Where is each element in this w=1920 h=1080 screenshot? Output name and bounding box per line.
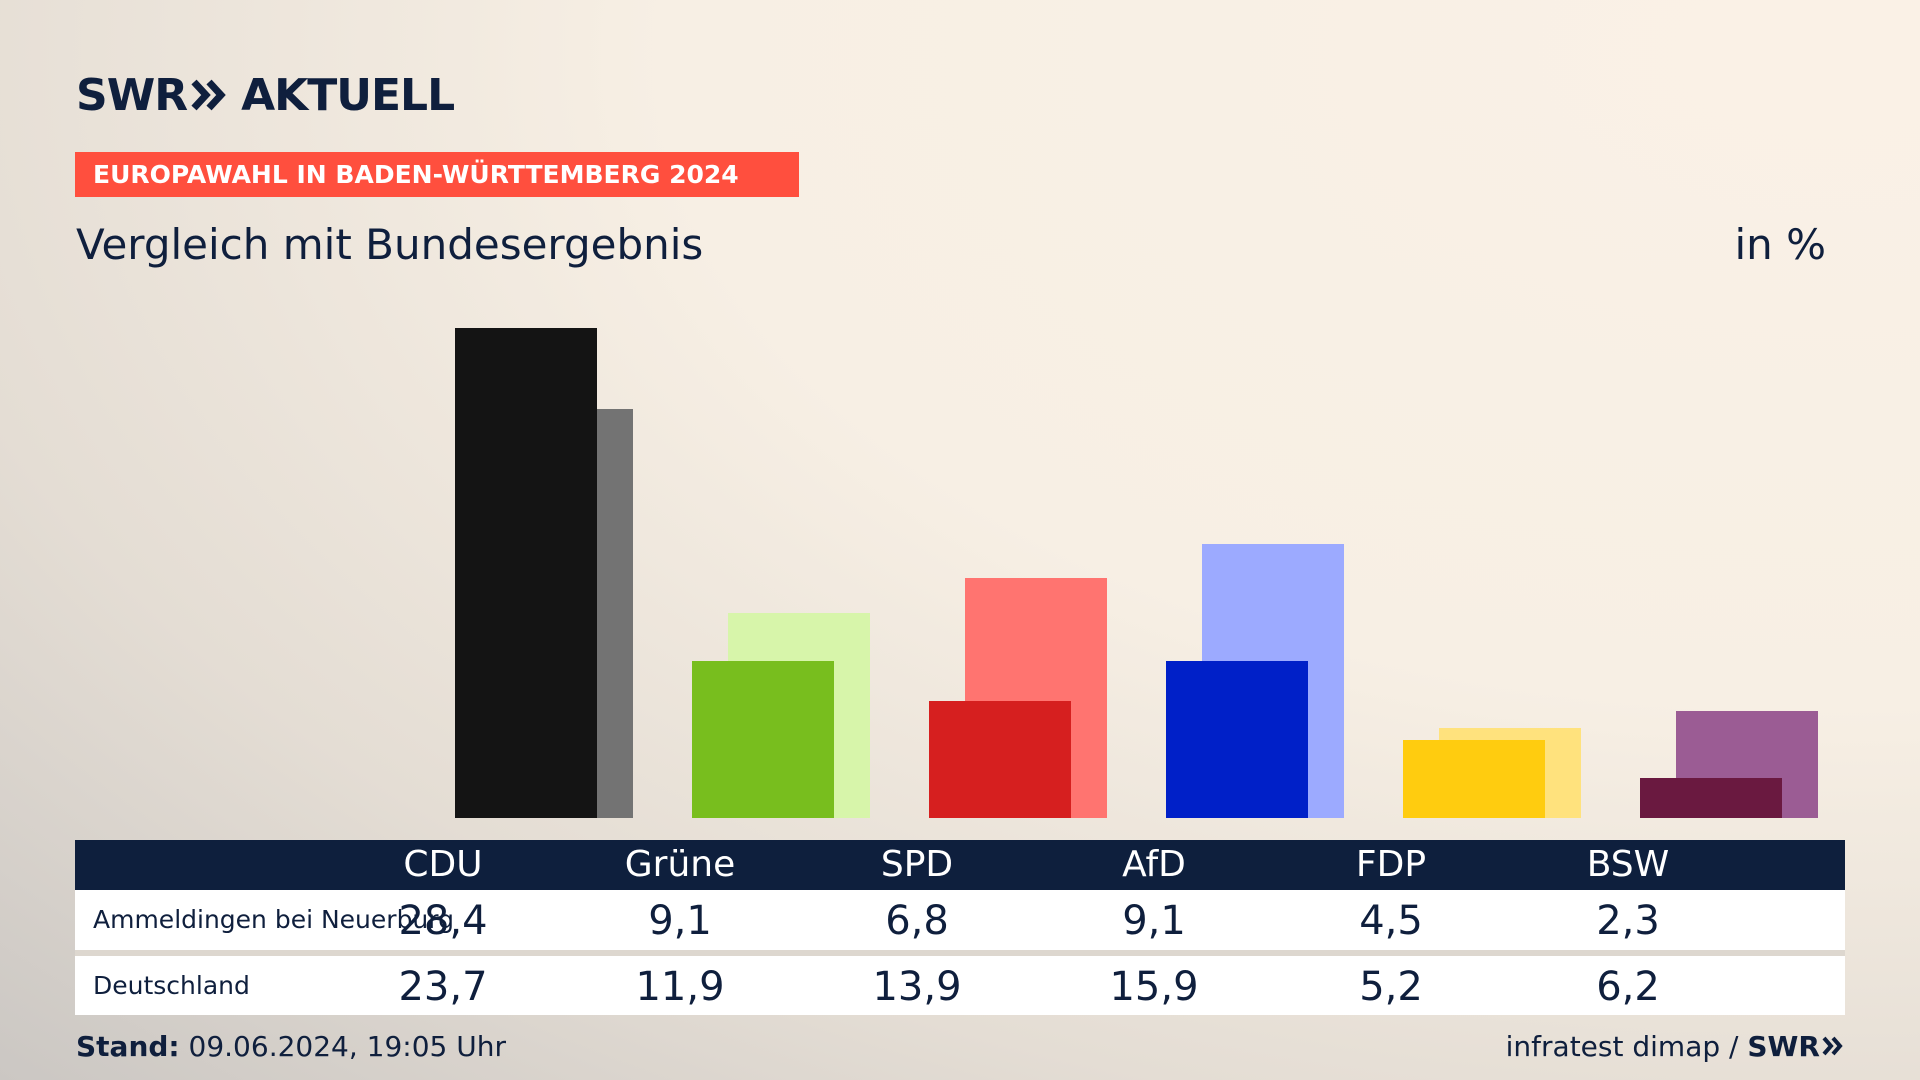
logo-swr-text: SWR (76, 70, 188, 121)
column-header: SPD (880, 844, 954, 885)
source-credit: infratest dimap / SWR (1506, 1030, 1844, 1063)
table-cell: 23,7 (398, 964, 488, 1010)
column-header: BSW (1586, 844, 1670, 885)
table-cell: 6,2 (1596, 964, 1660, 1010)
stand-value: 09.06.2024, 19:05 Uhr (188, 1030, 506, 1063)
election-banner: EUROPAWAHL IN BADEN-WÜRTTEMBERG 2024 (75, 152, 799, 197)
footer-swr-logo: SWR (1747, 1030, 1820, 1063)
source-text: infratest dimap / (1505, 1030, 1739, 1063)
bar-local-fdp (1403, 740, 1545, 818)
bar-local-bsw (1640, 778, 1782, 818)
bar-local-cdu (455, 328, 597, 818)
unit-label: in % (1734, 220, 1826, 269)
bar-local-grüne (692, 660, 834, 818)
swr-aktuell-logo: SWR AKTUELL (76, 70, 455, 121)
table-row: Deutschland 23,7 11,9 13,9 15,9 5,2 6,2 (75, 956, 1845, 1015)
table-cell: 28,4 (398, 898, 488, 944)
logo-aktuell-text: AKTUELL (241, 70, 455, 121)
table-cell: 2,3 (1596, 898, 1660, 944)
results-table: CDU Grüne SPD AfD FDP BSW Ammeldingen bei Neu… (75, 840, 1845, 1015)
column-header: FDP (1355, 844, 1427, 885)
table-cell: 5,2 (1359, 964, 1423, 1010)
table-cell: 15,9 (1109, 964, 1199, 1010)
table-cell: 9,1 (1122, 898, 1186, 944)
table-cell: 4,5 (1359, 898, 1423, 944)
table-header-row: CDU Grüne SPD AfD FDP BSW (75, 840, 1845, 890)
footer-double-chevron-icon (1822, 1036, 1843, 1056)
row-label: Ammeldingen bei Neuerburg (93, 905, 454, 934)
row-label: Deutschland (93, 971, 250, 1000)
double-chevron-icon (191, 79, 226, 111)
column-header: AfD (1122, 844, 1186, 885)
table-cell: 13,9 (872, 964, 962, 1010)
table-cell: 11,9 (635, 964, 725, 1010)
table-row: Ammeldingen bei Neuerburg 28,4 9,1 6,8 9,1 4… (75, 890, 1845, 956)
column-header: CDU (403, 844, 483, 885)
timestamp: Stand: 09.06.2024, 19:05 Uhr (76, 1030, 506, 1063)
bar-chart (455, 328, 1818, 818)
bar-local-afd (1166, 660, 1308, 818)
table-cell: 9,1 (648, 898, 712, 944)
table-cell: 6,8 (885, 898, 949, 944)
column-header: Grüne (624, 844, 736, 885)
chart-title: Vergleich mit Bundesergebnis (76, 220, 704, 269)
stand-label: Stand: (76, 1030, 180, 1063)
bar-local-spd (929, 700, 1071, 818)
